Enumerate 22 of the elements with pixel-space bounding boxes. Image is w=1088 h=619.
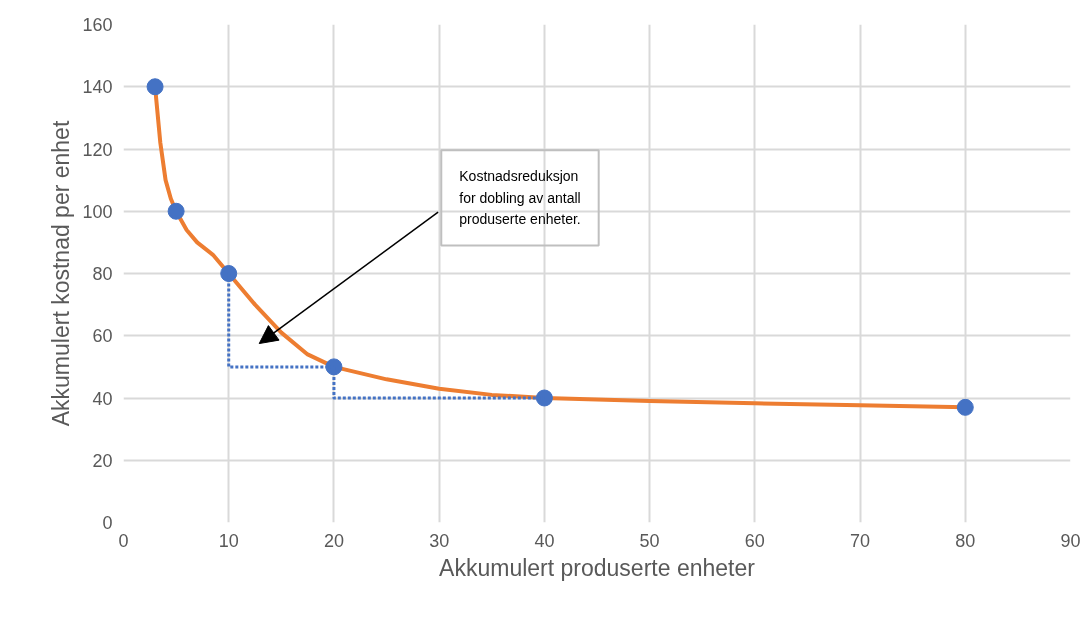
x-tick-label: 30 xyxy=(429,530,450,551)
x-tick-label: 40 xyxy=(534,530,555,551)
annotation: Kostnadsreduksjon for dobling av antall produserte enheter. xyxy=(459,168,581,228)
y-tick-label: 0 xyxy=(102,513,113,533)
y-axis-title: Akkumulert kostnad per enhet xyxy=(48,120,75,427)
x-tick-label: 0 xyxy=(118,530,129,551)
y-tick-label: 60 xyxy=(92,326,113,347)
x-tick-label: 20 xyxy=(323,530,344,551)
x-tick-label: 70 xyxy=(850,530,871,551)
y-tick-label: 40 xyxy=(92,388,113,409)
x-tick-label: 80 xyxy=(955,530,976,551)
y-tick-label: 80 xyxy=(92,264,113,284)
x-tick-label: 90 xyxy=(1060,530,1081,551)
x-tick-label: 50 xyxy=(639,530,660,551)
x-tick-label: 60 xyxy=(744,530,765,551)
y-tick-label: 120 xyxy=(82,139,113,160)
y-tick-label: 20 xyxy=(92,450,113,471)
x-axis-title: Akkumulert produserte enheter xyxy=(439,554,756,581)
y-tick-label: 140 xyxy=(82,77,113,98)
x-tick-label: 10 xyxy=(218,530,239,551)
y-tick-label: 160 xyxy=(82,15,113,35)
y-tick-label: 100 xyxy=(82,201,113,222)
